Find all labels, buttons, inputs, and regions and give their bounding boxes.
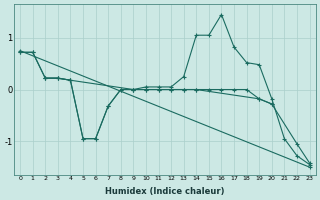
X-axis label: Humidex (Indice chaleur): Humidex (Indice chaleur) bbox=[105, 187, 225, 196]
